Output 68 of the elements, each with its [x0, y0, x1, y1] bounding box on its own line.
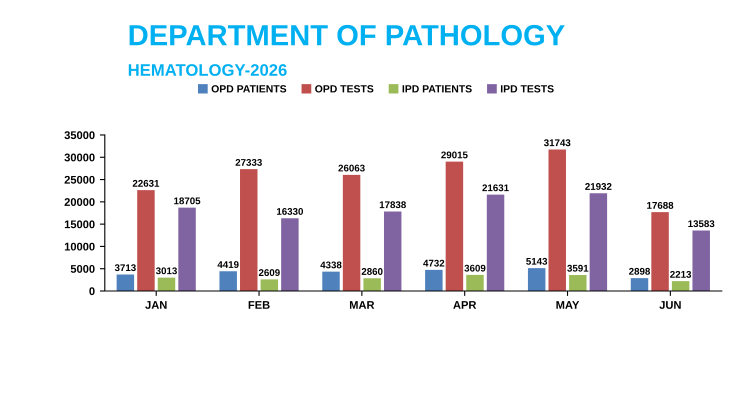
data-label: 3609	[464, 264, 486, 272]
bar	[630, 278, 648, 291]
x-tick-label: MAY	[556, 301, 580, 309]
bar	[692, 230, 710, 291]
y-tick-label: 0	[89, 287, 95, 296]
bar	[425, 270, 443, 291]
bar	[672, 281, 690, 291]
data-label: 4338	[320, 261, 342, 268]
bar	[548, 150, 566, 291]
bar	[116, 274, 134, 291]
x-tick-label: FEB	[248, 301, 270, 309]
x-tick-label: APR	[453, 301, 476, 309]
bar	[651, 212, 669, 291]
y-tick-label: 35000	[64, 131, 95, 140]
chart-subtitle: HEMATOLOGY-2026	[128, 64, 287, 76]
data-label: 27333	[236, 158, 262, 166]
bar	[178, 208, 196, 291]
legend-label: OPD TESTS	[315, 85, 374, 93]
legend-label: OPD PATIENTS	[212, 85, 286, 93]
data-label: 3013	[156, 267, 177, 274]
data-label: 16330	[276, 208, 304, 215]
data-label: 5143	[526, 258, 548, 265]
bar	[158, 278, 176, 291]
bar	[219, 271, 237, 291]
bar	[363, 278, 381, 291]
bar	[384, 211, 402, 291]
bar	[342, 174, 360, 291]
bar	[240, 169, 258, 291]
chart-title: DEPARTMENT OF PATHOLOGY	[130, 24, 565, 46]
y-tick-label: 15000	[64, 220, 95, 228]
data-label: 29015	[441, 151, 468, 158]
data-label: 3713	[114, 264, 136, 272]
x-tick-label: MAR	[350, 301, 374, 309]
data-label: 21631	[482, 184, 509, 192]
bar	[569, 274, 587, 291]
bar	[322, 272, 340, 291]
data-label: 2609	[258, 269, 280, 276]
data-label: 4732	[423, 260, 444, 267]
y-tick-label: 25000	[64, 176, 95, 184]
bar	[281, 218, 299, 291]
bar	[590, 193, 608, 291]
data-label: 13583	[688, 220, 714, 228]
data-label: 31743	[544, 139, 570, 146]
x-tick-label: JUN	[659, 301, 681, 309]
data-label: 22631	[132, 180, 160, 187]
bar	[466, 274, 484, 291]
data-label: 2213	[670, 270, 692, 278]
bar	[137, 190, 155, 291]
bar	[486, 194, 504, 291]
y-tick-label: 5000	[70, 264, 95, 273]
legend-label: IPD TESTS	[500, 85, 554, 93]
data-label: 21932	[585, 183, 612, 190]
y-tick-label: 10000	[64, 242, 95, 251]
y-tick-label: 30000	[64, 154, 95, 162]
data-label: 18705	[174, 197, 200, 204]
bar	[528, 268, 546, 291]
data-label: 17688	[647, 202, 674, 209]
data-label: 2898	[629, 268, 650, 275]
y-tick-label: 20000	[64, 198, 95, 206]
data-label: 2860	[362, 268, 383, 275]
legend-label: IPD PATIENTS	[402, 85, 472, 93]
bar	[260, 279, 278, 291]
bar	[446, 162, 464, 291]
data-label: 26063	[338, 164, 365, 172]
data-label: 3591	[567, 264, 588, 272]
data-label: 4419	[218, 261, 239, 268]
data-label: 17838	[380, 201, 406, 208]
x-tick-label: JAN	[145, 301, 167, 309]
